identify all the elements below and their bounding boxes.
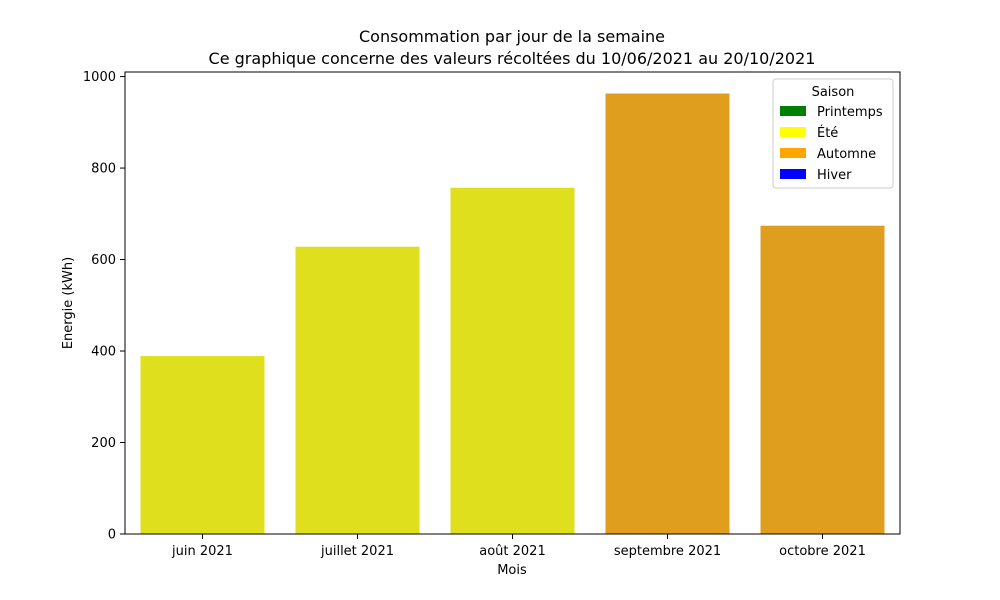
x-axis-label: Mois bbox=[497, 563, 527, 578]
bars-group bbox=[140, 93, 885, 535]
x-tick-label: août 2021 bbox=[479, 544, 545, 559]
legend-title: Saison bbox=[812, 85, 855, 100]
chart-title: Consommation par jour de la semaine bbox=[359, 27, 665, 46]
y-tick-label: 0 bbox=[108, 528, 116, 543]
legend-label: Automne bbox=[817, 147, 876, 162]
bar-4 bbox=[760, 225, 885, 534]
x-axis: juin 2021 juillet 2021 août 2021 septembre … bbox=[171, 534, 866, 559]
legend-label: Été bbox=[817, 125, 838, 141]
legend-label: Printemps bbox=[817, 105, 883, 120]
legend-swatch bbox=[780, 127, 806, 137]
legend: Saison Printemps Été Automne Hiver bbox=[772, 78, 894, 189]
x-tick-label: octobre 2021 bbox=[779, 544, 866, 559]
y-tick-label: 200 bbox=[91, 436, 116, 451]
bar-3 bbox=[605, 93, 730, 534]
x-tick-label: juillet 2021 bbox=[320, 544, 394, 559]
y-axis: 0 200 400 600 800 1000 bbox=[83, 70, 125, 543]
x-tick-label: juin 2021 bbox=[171, 544, 233, 559]
legend-swatch bbox=[780, 148, 806, 158]
bar-0 bbox=[140, 356, 265, 534]
legend-label: Hiver bbox=[817, 168, 852, 183]
y-tick-label: 800 bbox=[91, 162, 116, 177]
y-tick-label: 400 bbox=[91, 345, 116, 360]
y-tick-label: 1000 bbox=[83, 70, 116, 85]
bar-1 bbox=[295, 246, 420, 534]
chart-subtitle: Ce graphique concerne des valeurs récolt… bbox=[209, 49, 816, 68]
plot-frame bbox=[124, 71, 901, 535]
x-tick-label: septembre 2021 bbox=[614, 544, 721, 559]
legend-swatch bbox=[780, 106, 806, 116]
legend-swatch bbox=[780, 169, 806, 179]
y-axis-label: Energie (kWh) bbox=[61, 257, 76, 349]
bar-2 bbox=[450, 187, 575, 535]
y-tick-label: 600 bbox=[91, 253, 116, 268]
